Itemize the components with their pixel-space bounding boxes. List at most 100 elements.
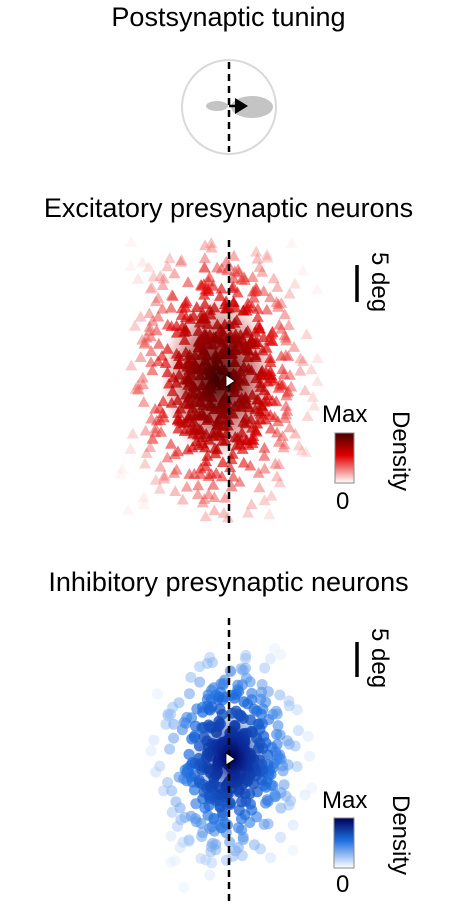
inhibitory-point <box>168 718 180 730</box>
excitatory-point <box>278 308 291 320</box>
excitatory-point <box>237 456 250 468</box>
inhibitory-point <box>183 688 195 700</box>
excitatory-point <box>169 485 182 497</box>
excitatory-point <box>146 364 159 376</box>
excitatory-point <box>174 255 187 267</box>
excitatory-point <box>194 468 207 479</box>
excitatory-point <box>191 488 204 500</box>
inhibitory-point <box>232 842 244 853</box>
excitatory-point <box>198 288 211 300</box>
excitatory-point <box>224 461 237 473</box>
excitatory-point <box>137 396 150 407</box>
inhibitory-point <box>165 830 177 842</box>
excitatory-point <box>124 259 137 271</box>
excitatory-point <box>210 467 223 478</box>
excitatory-point <box>155 426 168 437</box>
excitatory-point <box>149 295 162 307</box>
excitatory-point <box>157 272 170 284</box>
excitatory-point <box>215 282 228 294</box>
excitatory-point <box>245 498 258 510</box>
postsynaptic-tuning-title: Postsynaptic tuning <box>111 2 346 32</box>
excitatory-point <box>129 382 142 394</box>
inhibitory-point <box>261 794 273 806</box>
excitatory-point <box>301 410 314 421</box>
inhibitory-scale-label: 5 deg <box>366 628 393 689</box>
excitatory-point <box>168 267 181 279</box>
excitatory-point <box>146 432 159 444</box>
excitatory-point <box>161 451 174 463</box>
excitatory-point <box>207 478 220 490</box>
excitatory-point <box>208 491 221 503</box>
excitatory-point <box>121 503 134 515</box>
excitatory-point <box>145 345 158 357</box>
inhibitory-point <box>264 653 276 665</box>
inhibitory-point <box>258 818 270 830</box>
excitatory-point <box>205 237 218 248</box>
excitatory-point <box>271 426 284 438</box>
excitatory-point <box>137 491 150 503</box>
inhibitory-point <box>275 802 287 814</box>
excitatory-point <box>134 310 147 322</box>
inhibitory-point <box>283 700 295 712</box>
excitatory-point <box>198 261 211 273</box>
inhibitory-point <box>224 836 236 848</box>
inhibitory-point <box>275 831 286 843</box>
inhibitory-point <box>145 745 157 757</box>
tuning-arrow-head <box>235 98 248 114</box>
inhibitory-point <box>217 694 228 706</box>
excitatory-point <box>264 291 277 303</box>
excitatory-point <box>146 315 159 326</box>
excitatory-point <box>125 236 138 247</box>
excitatory-point <box>219 491 232 503</box>
excitatory-point <box>253 261 266 272</box>
inhibitory-point <box>148 734 160 746</box>
inhibitory-point <box>255 693 267 705</box>
excitatory-point <box>270 470 283 482</box>
excitatory-point <box>199 239 212 251</box>
excitatory-point <box>261 251 274 263</box>
inhibitory-colorbar-min-label: 0 <box>336 871 350 898</box>
excitatory-point <box>156 407 169 419</box>
excitatory-point <box>263 508 276 520</box>
excitatory-point <box>250 245 263 257</box>
excitatory-point <box>279 412 292 423</box>
excitatory-point <box>300 328 313 340</box>
excitatory-point <box>202 488 215 500</box>
excitatory-point <box>258 441 271 453</box>
inhibitory-point <box>287 819 299 831</box>
excitatory-point <box>215 470 228 482</box>
excitatory-point <box>152 291 165 303</box>
excitatory-density-core <box>160 296 276 460</box>
excitatory-point <box>272 458 285 470</box>
inhibitory-point <box>291 761 303 772</box>
inhibitory-point <box>200 854 212 866</box>
excitatory-point <box>253 481 266 493</box>
inhibitory-point <box>168 732 180 744</box>
inhibitory-point <box>164 743 176 755</box>
excitatory-point <box>265 489 278 501</box>
inhibitory-point <box>271 728 283 740</box>
inhibitory-point <box>265 852 277 864</box>
inhibitory-center-marker <box>225 752 236 766</box>
excitatory-point <box>116 462 129 474</box>
excitatory-point <box>150 324 163 336</box>
excitatory-point <box>166 290 179 302</box>
inhibitory-colorbar-title: Density <box>387 795 414 876</box>
excitatory-point <box>306 390 319 402</box>
inhibitory-colorbar <box>333 817 355 869</box>
inhibitory-point <box>154 760 166 772</box>
inhibitory-point <box>174 802 186 814</box>
excitatory-point <box>289 427 302 439</box>
excitatory-point <box>192 479 205 491</box>
excitatory-point <box>247 291 260 303</box>
tuning-circle <box>181 59 277 155</box>
inhibitory-point <box>204 869 216 881</box>
excitatory-point <box>258 462 271 474</box>
excitatory-point <box>283 287 296 299</box>
excitatory-point <box>225 480 238 492</box>
excitatory-point <box>233 475 246 487</box>
inhibitory-point <box>302 730 314 742</box>
excitatory-point <box>128 319 141 331</box>
excitatory-point <box>246 285 259 297</box>
excitatory-point <box>154 270 167 282</box>
